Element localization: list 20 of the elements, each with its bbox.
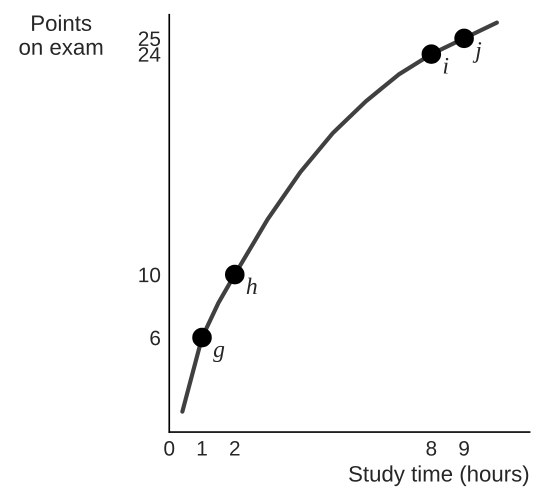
x-tick-label: 9 (459, 440, 469, 456)
point (422, 44, 442, 64)
x-tick-label: 1 (198, 441, 207, 456)
y-tick-label: 10 (139, 268, 160, 282)
x-tick-label: 8 (426, 440, 436, 456)
annotation: i (444, 58, 448, 74)
point (192, 328, 212, 348)
x-tick-label: 0 (164, 440, 174, 456)
x-axis-title: Study time (hours) (349, 465, 528, 486)
point (454, 28, 474, 48)
y-tick-label: 6 (150, 330, 160, 346)
annotation: j (472, 42, 482, 63)
annotation: h (246, 278, 257, 294)
line-series (180, 20, 499, 414)
y-axis-title: Points on exam (19, 14, 102, 55)
y-tick-label: 24 (138, 47, 160, 62)
annotation: g (213, 346, 224, 362)
x-tick-label: 2 (230, 440, 240, 456)
point (225, 264, 245, 284)
y-tick-label: 25 (138, 31, 160, 46)
